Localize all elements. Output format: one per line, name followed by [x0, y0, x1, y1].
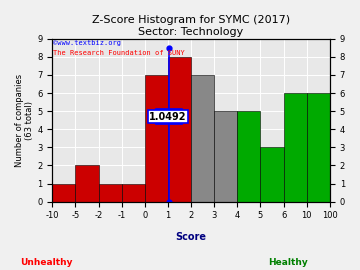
- Text: ©www.textbiz.org: ©www.textbiz.org: [53, 40, 121, 46]
- Bar: [214, 111, 237, 202]
- Text: The Research Foundation of SUNY: The Research Foundation of SUNY: [53, 50, 185, 56]
- Bar: [168, 57, 191, 202]
- Bar: [307, 93, 330, 202]
- Y-axis label: Number of companies
(63 total): Number of companies (63 total): [15, 74, 35, 167]
- X-axis label: Score: Score: [176, 231, 207, 241]
- Text: Healthy: Healthy: [268, 258, 308, 266]
- Bar: [261, 147, 284, 202]
- Bar: [75, 166, 99, 202]
- Bar: [237, 111, 261, 202]
- Text: Unhealthy: Unhealthy: [21, 258, 73, 266]
- Title: Z-Score Histogram for SYMC (2017)
Sector: Technology: Z-Score Histogram for SYMC (2017) Sector…: [92, 15, 290, 37]
- Bar: [122, 184, 145, 202]
- Bar: [284, 93, 307, 202]
- Bar: [191, 75, 214, 202]
- Text: 1.0492: 1.0492: [149, 112, 187, 122]
- Bar: [145, 75, 168, 202]
- Bar: [52, 184, 75, 202]
- Bar: [99, 184, 122, 202]
